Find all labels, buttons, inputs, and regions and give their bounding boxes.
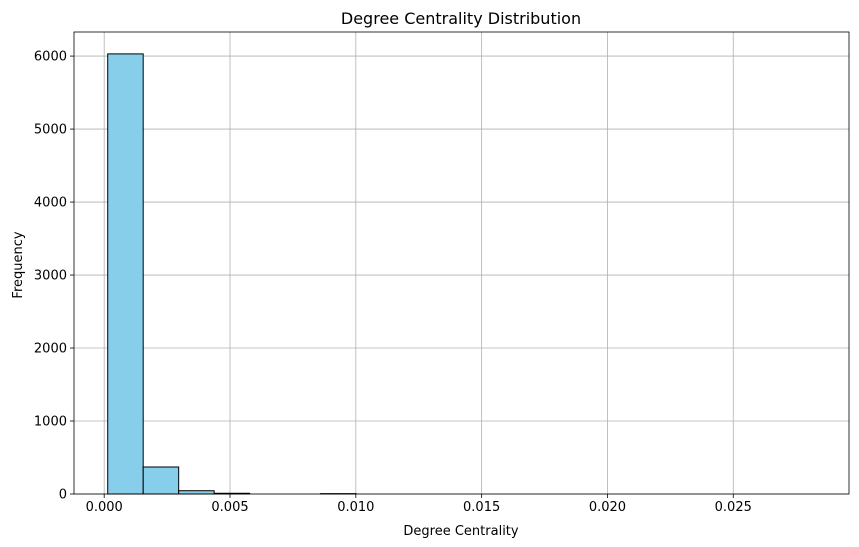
x-tick-label: 0.010 <box>337 500 374 515</box>
plot-frame <box>73 31 850 495</box>
y-tick-label: 2000 <box>34 342 67 357</box>
histogram-bar <box>142 466 180 495</box>
x-tick-label: 0.020 <box>589 500 626 515</box>
y-tick-label: 5000 <box>34 123 67 138</box>
grid-lines <box>74 32 849 495</box>
x-axis-ticks: 0.000 0.005 0.010 0.015 0.020 0.025 <box>86 494 752 515</box>
y-tick-label: 3000 <box>34 269 67 284</box>
x-tick-label: 0.025 <box>715 500 752 515</box>
x-tick-label: 0.015 <box>463 500 500 515</box>
y-tick-label: 1000 <box>34 415 67 430</box>
y-tick-label: 4000 <box>34 196 67 211</box>
y-tick-label: 6000 <box>34 50 67 65</box>
x-axis-label: Degree Centrality <box>403 524 518 539</box>
chart-title: Degree Centrality Distribution <box>341 9 581 28</box>
histogram-bar <box>107 53 144 495</box>
y-tick-label: 0 <box>59 488 67 503</box>
y-axis-ticks: 0 1000 2000 3000 4000 5000 6000 <box>34 50 74 503</box>
y-axis-label: Frequency <box>11 231 26 298</box>
x-tick-label: 0.005 <box>211 500 248 515</box>
x-tick-label: 0.000 <box>86 500 123 515</box>
bars-group <box>107 53 357 495</box>
histogram-bar <box>178 490 215 495</box>
